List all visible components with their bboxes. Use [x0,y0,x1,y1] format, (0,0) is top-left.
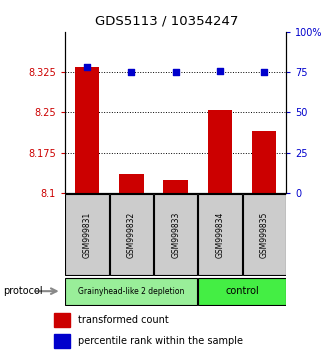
Bar [110,194,153,275]
Bar [252,131,276,193]
Bar [198,278,286,305]
Point [129,69,134,75]
Point [217,68,223,73]
Bar [65,278,197,305]
Text: percentile rank within the sample: percentile rank within the sample [78,336,242,346]
Bar [208,110,232,193]
Bar [242,194,286,275]
Point [85,64,90,70]
Text: transformed count: transformed count [78,315,168,325]
Bar [54,334,70,348]
Text: GDS5113 / 10354247: GDS5113 / 10354247 [95,15,238,28]
Text: control: control [225,286,259,296]
Bar [154,194,197,275]
Text: Grainyhead-like 2 depletion: Grainyhead-like 2 depletion [78,287,184,296]
Text: GSM999831: GSM999831 [83,211,92,258]
Bar [65,194,109,275]
Bar [119,174,144,193]
Text: GSM999834: GSM999834 [215,211,224,258]
Bar [54,313,70,327]
Text: protocol: protocol [3,286,43,296]
Bar [75,67,99,193]
Text: GSM999835: GSM999835 [260,211,269,258]
Bar [164,179,188,193]
Point [173,69,178,75]
Text: GSM999833: GSM999833 [171,211,180,258]
Bar [198,194,242,275]
Text: GSM999832: GSM999832 [127,211,136,258]
Point [262,69,267,75]
